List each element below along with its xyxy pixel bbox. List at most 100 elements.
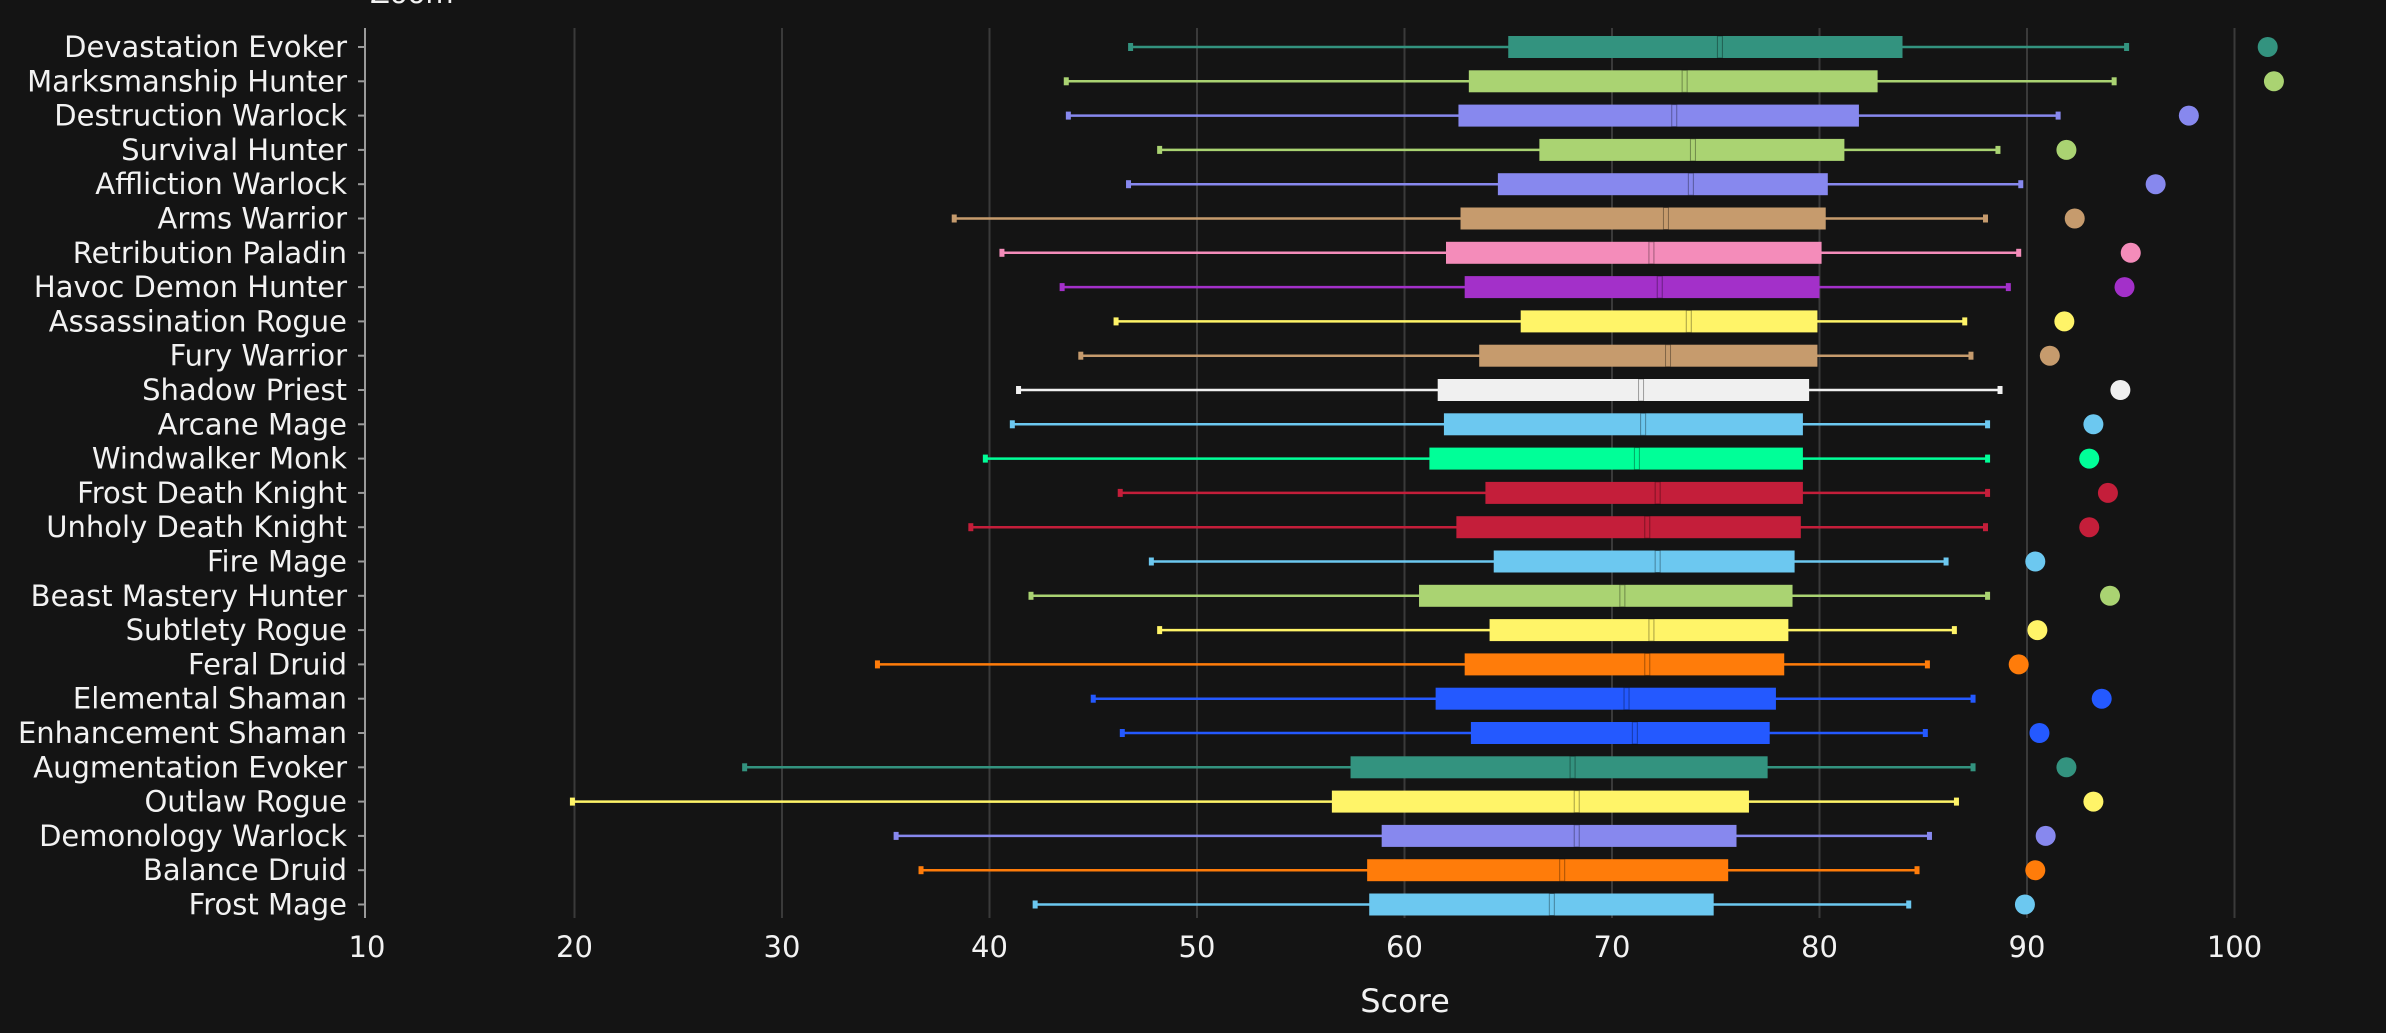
box-row <box>1078 344 2060 368</box>
iqr-box <box>1464 276 1820 299</box>
median-mark <box>1631 721 1638 745</box>
outlier-point <box>2056 139 2077 160</box>
whisker-max-cap <box>1962 317 1968 326</box>
outlier-point <box>2056 757 2077 778</box>
whisker-min-cap <box>1117 488 1123 497</box>
outlier-point <box>2008 654 2029 675</box>
whisker-max-cap <box>2016 248 2022 257</box>
iqr-box <box>1446 241 1822 264</box>
outlier-point <box>2027 620 2048 641</box>
whisker-max-cap <box>1985 488 1991 497</box>
outlier-point <box>2025 860 2046 881</box>
box-row <box>918 858 2046 882</box>
whisker-min-cap <box>1032 900 1038 909</box>
whisker-max-cap <box>1953 797 1959 806</box>
box-row <box>1126 172 2166 196</box>
whisker-min-cap <box>1090 694 1096 703</box>
median-mark <box>1648 241 1655 265</box>
category-label: Subtlety Rogue <box>126 613 347 647</box>
median-mark <box>1685 309 1692 333</box>
whisker-min-cap <box>982 454 988 463</box>
whisker-min-cap <box>874 660 880 669</box>
box-row <box>1157 618 2048 642</box>
iqr-box <box>1489 619 1789 642</box>
box-row <box>1032 893 2035 916</box>
iqr-box <box>1497 173 1828 196</box>
iqr-box <box>1443 413 1803 436</box>
box-row <box>1148 550 2046 573</box>
category-label: Frost Death Knight <box>77 476 347 510</box>
box-row <box>1119 721 2050 745</box>
whisker-min-cap <box>893 831 899 840</box>
x-tick-label: 30 <box>764 930 801 964</box>
whisker-min-cap <box>1063 77 1069 86</box>
x-axis: 10 20 30 40 50 60 70 80 90 100 <box>349 930 2263 964</box>
iqr-box <box>1520 310 1818 333</box>
whisker-min-cap <box>951 214 957 223</box>
outlier-point <box>2039 345 2060 366</box>
whisker-max-cap <box>1922 729 1928 737</box>
median-mark <box>1665 344 1672 368</box>
box-row <box>569 790 2104 814</box>
whisker-min-cap <box>1059 283 1065 292</box>
whisker-min-cap <box>1113 317 1119 326</box>
whisker-max-cap <box>1985 454 1991 463</box>
median-mark <box>1640 412 1647 436</box>
whisker-min-cap <box>569 797 575 806</box>
outlier-point <box>2054 311 2075 332</box>
box-series <box>569 35 2284 916</box>
iqr-box <box>1331 790 1749 813</box>
outlier-point <box>2257 37 2278 57</box>
whisker-max-cap <box>1906 900 1912 909</box>
x-tick-label: 70 <box>1594 930 1631 964</box>
median-mark <box>1638 378 1645 402</box>
median-mark <box>1644 652 1651 676</box>
category-label: Marksmanship Hunter <box>27 64 347 98</box>
grid-lines <box>573 28 2236 918</box>
outlier-point <box>2064 208 2085 229</box>
category-label: Havoc Demon Hunter <box>34 270 347 304</box>
top-clipped-label: Zoom <box>370 0 454 10</box>
median-mark <box>1548 893 1555 916</box>
x-tick-label: 10 <box>349 930 386 964</box>
category-label: Fury Warrior <box>170 339 348 373</box>
box-row <box>951 207 2085 230</box>
x-tick-label: 20 <box>556 930 593 964</box>
whisker-min-cap <box>1028 591 1034 600</box>
whisker-min-cap <box>1078 351 1084 360</box>
box-row <box>1128 35 2278 59</box>
whisker-max-cap <box>1924 660 1930 669</box>
median-mark <box>1573 824 1580 848</box>
whisker-max-cap <box>1951 626 1957 635</box>
outlier-point <box>2145 174 2166 195</box>
whisker-max-cap <box>2005 283 2011 292</box>
box-row <box>968 515 2100 539</box>
category-label: Windwalker Monk <box>92 442 347 476</box>
box-row <box>893 824 2056 848</box>
outlier-point <box>2178 105 2199 126</box>
outlier-point <box>2014 894 2035 915</box>
whisker-max-cap <box>2124 43 2130 51</box>
median-mark <box>1569 755 1576 779</box>
whisker-max-cap <box>1985 420 1991 429</box>
category-label: Demonology Warlock <box>39 819 347 853</box>
iqr-box <box>1435 687 1776 710</box>
outlier-point <box>2100 585 2120 606</box>
category-label: Outlaw Rogue <box>144 785 347 819</box>
category-label: Enhancement Shaman <box>18 716 347 750</box>
box-row <box>999 241 2141 265</box>
category-label: Feral Druid <box>188 647 347 681</box>
category-label: Elemental Shaman <box>73 682 347 716</box>
category-label: Affliction Warlock <box>95 167 347 201</box>
whisker-max-cap <box>1997 386 2003 394</box>
iqr-box <box>1429 447 1803 470</box>
whisker-max-cap <box>2055 111 2061 120</box>
iqr-box <box>1369 893 1714 916</box>
outlier-point <box>2097 482 2118 503</box>
whisker-max-cap <box>1914 866 1920 875</box>
category-label: Arcane Mage <box>158 407 347 441</box>
whisker-max-cap <box>1983 214 1988 223</box>
box-row <box>874 652 2029 676</box>
